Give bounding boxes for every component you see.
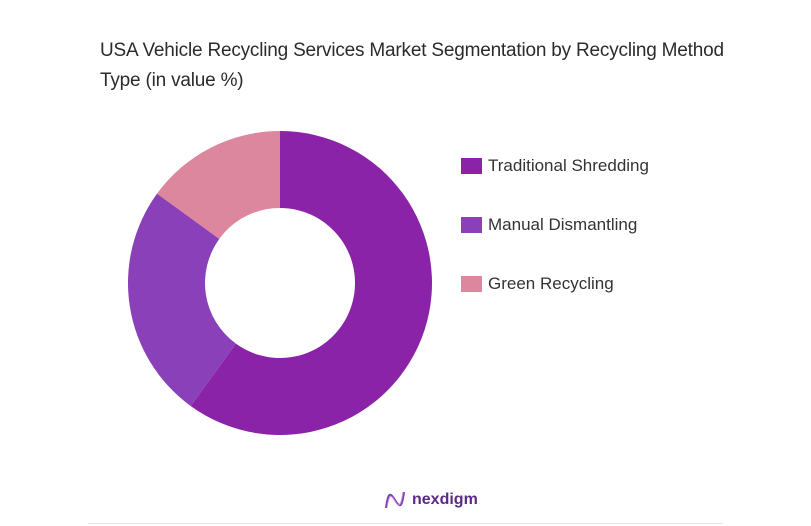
chart-title: USA Vehicle Recycling Services Market Se… (100, 40, 724, 91)
legend-item-traditional-shredding: Traditional Shredding (461, 156, 649, 176)
legend-swatch (461, 276, 482, 292)
legend: Traditional Shredding Manual Dismantling… (461, 156, 649, 333)
legend-swatch (461, 158, 482, 174)
divider (88, 523, 723, 524)
legend-label: Traditional Shredding (488, 156, 649, 175)
legend-item-green-recycling: Green Recycling (461, 274, 649, 294)
legend-label: Green Recycling (488, 274, 614, 293)
legend-label: Manual Dismantling (488, 215, 638, 234)
donut-slice-traditional-shredding (190, 131, 433, 435)
nexdigm-logo-icon (385, 491, 405, 509)
brand-name: nexdigm (412, 491, 478, 508)
donut-slice-green-recycling (157, 131, 280, 239)
legend-item-manual-dismantling: Manual Dismantling (461, 215, 649, 235)
donut-slice-manual-dismantling (128, 193, 236, 406)
legend-swatch (461, 217, 482, 233)
brand-footer: nexdigm (384, 490, 478, 510)
